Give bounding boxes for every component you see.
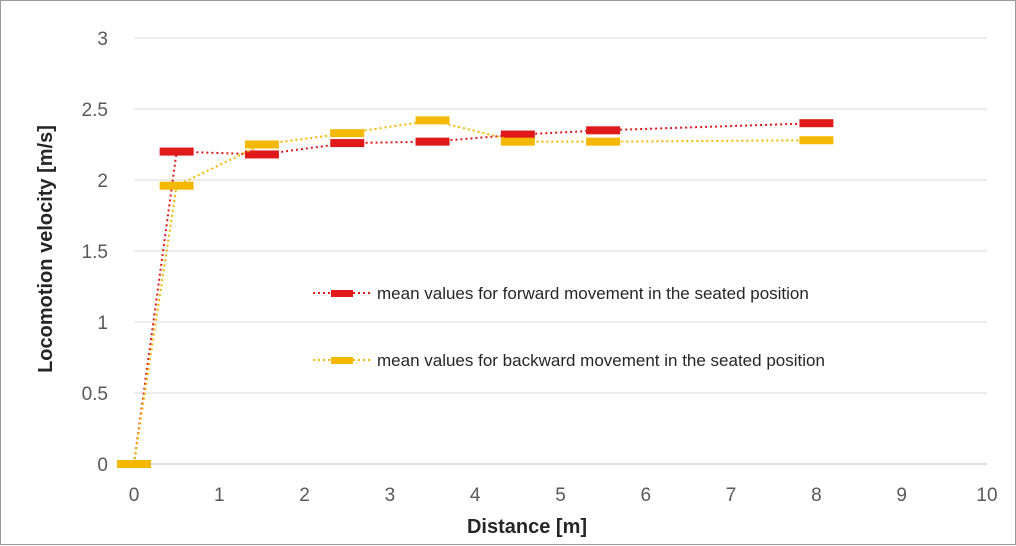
y-tick-label: 0.5 (82, 384, 108, 405)
data-point-forward (586, 126, 621, 135)
legend-label-forward: mean values for forward movement in the … (377, 284, 809, 303)
x-tick-label: 10 (976, 485, 997, 506)
legend-label-backward: mean values for backward movement in the… (377, 351, 825, 370)
x-tick-label: 8 (811, 485, 822, 506)
y-axis-ticks: 0 0.5 1 1.5 2 2.5 3 (82, 29, 108, 476)
y-tick-label: 2 (97, 171, 108, 192)
series-backward (117, 116, 834, 468)
data-point-forward (415, 137, 450, 146)
data-point-backward (330, 129, 365, 138)
y-tick-label: 0 (97, 455, 108, 476)
data-point-forward (500, 130, 535, 139)
legend-entry-backward: mean values for backward movement in the… (313, 351, 825, 370)
x-tick-label: 2 (299, 485, 310, 506)
x-tick-label: 9 (896, 485, 907, 506)
legend-marker-backward (331, 357, 353, 364)
y-axis-label: Locomotion velocity [m/s] (35, 125, 57, 373)
x-tick-label: 6 (641, 485, 652, 506)
x-tick-label: 4 (470, 485, 481, 506)
x-tick-label: 7 (726, 485, 737, 506)
x-tick-label: 5 (555, 485, 566, 506)
gridlines (134, 37, 987, 465)
series-layer (117, 116, 834, 468)
y-tick-label: 1.5 (82, 242, 108, 263)
data-point-forward (159, 147, 194, 156)
data-point-forward (330, 139, 365, 148)
data-point-backward (159, 181, 194, 190)
data-point-backward (415, 116, 450, 125)
x-tick-label: 3 (385, 485, 396, 506)
series-line-backward (133, 119, 817, 465)
data-point-forward (799, 119, 834, 128)
y-tick-label: 2.5 (82, 100, 108, 121)
y-tick-label: 3 (97, 29, 108, 50)
data-point-backward (586, 137, 621, 146)
legend-marker-forward (331, 290, 353, 297)
x-tick-label: 0 (129, 485, 140, 506)
x-axis-ticks: 0 1 2 3 4 5 6 7 8 9 10 (129, 485, 998, 506)
y-tick-label: 1 (97, 313, 108, 334)
x-axis-label: Distance [m] (467, 516, 587, 538)
data-point-backward (799, 136, 834, 145)
data-point-backward (500, 137, 535, 146)
x-tick-label: 1 (214, 485, 225, 506)
legend-entry-forward: mean values for forward movement in the … (313, 284, 809, 303)
data-point-forward (244, 150, 279, 159)
data-point-backward (117, 460, 151, 468)
data-point-backward (244, 140, 279, 149)
legend: mean values for forward movement in the … (313, 284, 825, 370)
